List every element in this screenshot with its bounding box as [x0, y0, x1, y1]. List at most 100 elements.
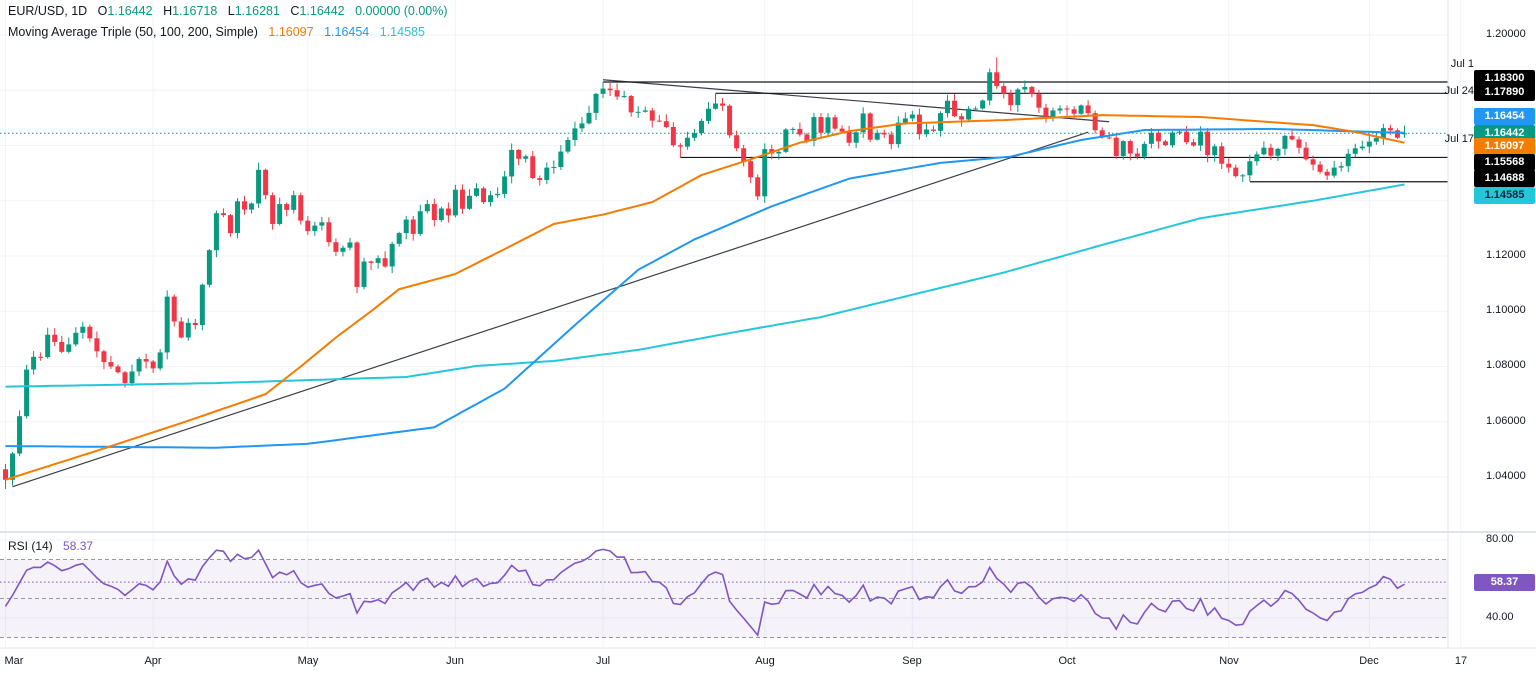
candle-body: [59, 341, 65, 352]
candle-body: [1394, 130, 1400, 138]
candle-body: [572, 128, 578, 140]
candle-body: [1008, 93, 1014, 106]
candle-body: [143, 359, 149, 362]
candle-body: [31, 356, 37, 370]
candle-body: [277, 204, 283, 224]
candle-body: [677, 145, 683, 147]
candle-body: [347, 242, 353, 248]
candle-body: [523, 156, 529, 159]
candle-body: [516, 149, 522, 159]
trendline[interactable]: [12, 131, 1089, 488]
candle-body: [361, 261, 367, 287]
candle-body: [1261, 147, 1267, 155]
time-axis-future-tick[interactable]: 17: [1454, 655, 1468, 667]
rsi-axis-tick[interactable]: 40.00: [1486, 611, 1514, 623]
candle-body: [825, 117, 831, 133]
ma-triple-legend[interactable]: Moving Average Triple (50, 100, 200, Sim…: [8, 25, 425, 39]
candle-body: [628, 96, 634, 113]
candle-body: [227, 215, 233, 234]
ohlc-high-key: H: [163, 4, 173, 18]
ohlc-high-value: 1.16718: [172, 4, 218, 18]
time-axis-month-label[interactable]: Aug: [755, 655, 775, 667]
candle-body: [122, 372, 128, 384]
time-axis-month-label[interactable]: Dec: [1359, 655, 1379, 667]
candle-body: [45, 334, 51, 358]
candle-body: [1282, 135, 1288, 149]
candle-body: [1162, 141, 1168, 146]
candle-body: [291, 195, 297, 210]
line-date-label: Jul 17: [1444, 133, 1474, 145]
price-axis-tick[interactable]: 1.12000: [1486, 249, 1526, 261]
candle-body: [1310, 159, 1316, 165]
price-axis-tick[interactable]: 1.10000: [1486, 304, 1526, 316]
price-axis-tick[interactable]: 1.06000: [1486, 415, 1526, 427]
candle-body: [994, 72, 1000, 87]
candle-body: [242, 201, 248, 210]
candle-body: [340, 247, 346, 252]
candle-body: [410, 219, 416, 234]
candle-body: [502, 176, 508, 194]
candle-body: [256, 169, 262, 204]
time-axis-month-label[interactable]: Jun: [446, 655, 464, 667]
candle-body: [1029, 86, 1035, 95]
candle-body: [474, 188, 480, 196]
candle-body: [164, 296, 170, 353]
candle-body: [495, 193, 501, 196]
rsi-legend[interactable]: RSI (14) 58.37: [8, 539, 93, 553]
candle-body: [663, 121, 669, 127]
trendline[interactable]: [603, 79, 1110, 123]
candle-body: [1113, 137, 1119, 156]
candle-body: [150, 361, 156, 369]
candle-body: [368, 261, 374, 263]
time-axis-month-label[interactable]: Apr: [144, 655, 162, 667]
time-axis-month-label[interactable]: Mar: [4, 655, 24, 667]
candle-body: [509, 149, 515, 177]
time-axis-month-label[interactable]: Jul: [595, 655, 611, 667]
candle-body: [17, 416, 23, 454]
candle-body: [818, 117, 824, 133]
candle-body: [832, 117, 838, 129]
candle-body: [1240, 175, 1246, 177]
candle-body: [38, 356, 44, 358]
price-axis-tick[interactable]: 1.08000: [1486, 359, 1526, 371]
candle-body: [403, 219, 409, 234]
candle-body: [1106, 137, 1112, 139]
time-axis-month-label[interactable]: Oct: [1058, 655, 1076, 667]
candle-body: [1064, 108, 1070, 110]
candle-body: [1099, 130, 1105, 138]
candle-body: [586, 112, 592, 124]
candle-body: [987, 72, 993, 101]
candle-body: [551, 167, 557, 169]
price-axis-tick[interactable]: 1.04000: [1486, 470, 1526, 482]
rsi-axis-tick[interactable]: 80.00: [1486, 533, 1514, 545]
candle-body: [1036, 94, 1042, 108]
candle-body: [713, 103, 719, 109]
price-badge-price: 1.16442: [1474, 125, 1535, 142]
candle-body: [600, 88, 606, 94]
candle-body: [909, 114, 915, 119]
candle-body: [790, 128, 796, 130]
time-axis-month-label[interactable]: Nov: [1219, 655, 1239, 667]
candle-body: [973, 108, 979, 110]
candle-body: [438, 208, 444, 221]
price-axis-tick[interactable]: 1.20000: [1486, 28, 1526, 40]
candle-body: [101, 351, 107, 363]
price-badge-line: 1.14688: [1474, 170, 1535, 187]
candle-body: [930, 129, 936, 131]
candle-body: [621, 96, 627, 98]
time-axis-month-label[interactable]: Sep: [902, 655, 922, 667]
line-date-label: Jul 24: [1444, 85, 1474, 97]
time-axis-month-label[interactable]: May: [297, 655, 319, 667]
symbol-legend[interactable]: EUR/USD, 1D O1.16442 H1.16718 L1.16281 C…: [8, 4, 448, 18]
candle-body: [115, 366, 121, 373]
candle-body: [424, 204, 430, 212]
candle-body: [1043, 107, 1049, 118]
candle-body: [1373, 138, 1379, 142]
ma50-line: [5, 114, 1405, 481]
candle-body: [3, 469, 8, 480]
candle-body: [860, 113, 866, 133]
candle-body: [10, 453, 16, 480]
candle-body: [642, 110, 648, 112]
